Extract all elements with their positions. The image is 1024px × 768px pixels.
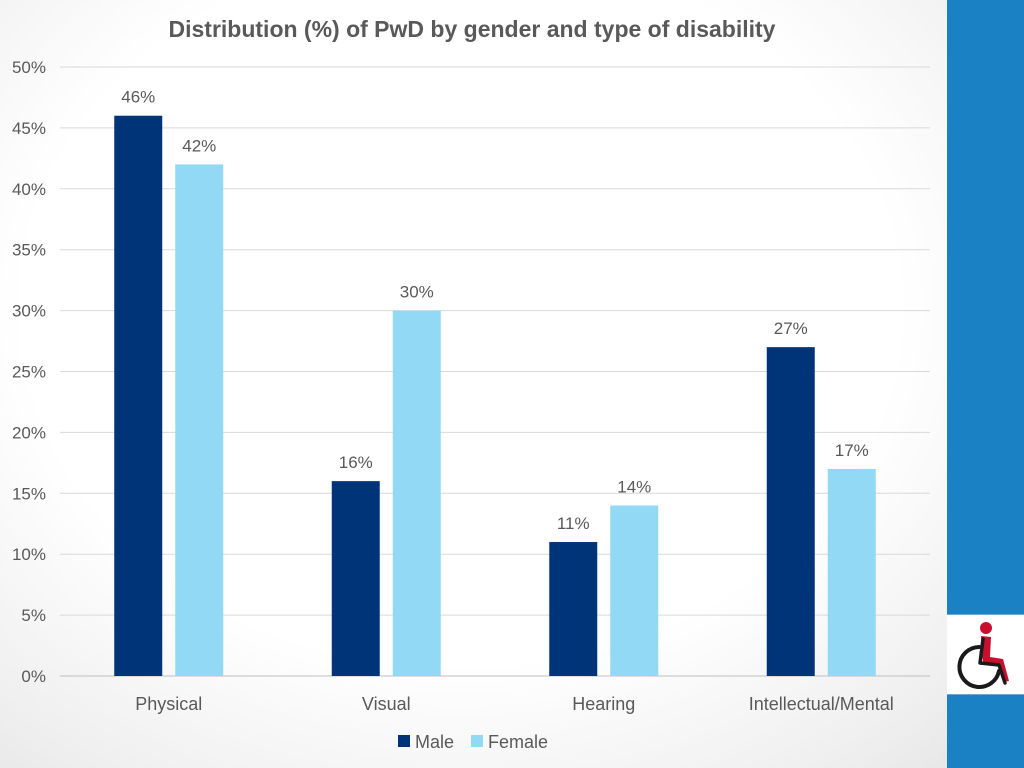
x-tick-label: Physical — [135, 694, 202, 714]
bar-male — [331, 481, 380, 676]
y-tick-label: 50% — [12, 58, 46, 77]
y-tick-label: 25% — [12, 363, 46, 382]
bar-male — [766, 347, 815, 676]
bar-female — [392, 310, 441, 676]
data-labels: 46% 42% 16% 30% 11% 14% 27% 17% — [121, 88, 869, 533]
y-tick-label: 40% — [12, 180, 46, 199]
chart-title: Distribution (%) of PwD by gender and ty… — [169, 16, 776, 42]
y-tick-label: 35% — [12, 241, 46, 260]
y-tick-label: 15% — [12, 484, 46, 503]
y-axis-tick-labels: 0% 5% 10% 15% 20% 25% 30% 35% 40% 45% 50% — [12, 58, 46, 686]
y-tick-label: 30% — [12, 302, 46, 321]
legend-label-male: Male — [415, 732, 454, 752]
logo-box — [947, 614, 1024, 695]
data-label: 27% — [774, 319, 808, 338]
data-label: 11% — [557, 514, 590, 533]
y-tick-label: 5% — [21, 606, 46, 625]
bar-female — [175, 164, 224, 676]
bars — [114, 115, 876, 677]
legend-swatch-male — [398, 735, 410, 747]
bar-male — [114, 115, 163, 677]
bar-female — [610, 505, 659, 676]
x-tick-label: Visual — [362, 694, 411, 714]
bar-chart: Distribution (%) of PwD by gender and ty… — [12, 16, 930, 752]
data-label: 30% — [400, 283, 434, 302]
y-tick-label: 0% — [21, 667, 46, 686]
bar-female — [827, 468, 876, 676]
y-tick-label: 20% — [12, 423, 46, 442]
legend-label-female: Female — [488, 732, 548, 752]
wheelchair-icon — [957, 622, 1009, 689]
data-label: 42% — [182, 136, 216, 155]
x-tick-label: Intellectual/Mental — [749, 694, 894, 714]
data-label: 14% — [617, 477, 651, 496]
bar-male — [549, 542, 598, 676]
x-tick-label: Hearing — [572, 694, 635, 714]
data-label: 16% — [339, 453, 373, 472]
legend: Male Female — [398, 732, 548, 752]
y-tick-label: 45% — [12, 119, 46, 138]
y-tick-label: 10% — [12, 545, 46, 564]
data-label: 46% — [121, 88, 155, 107]
legend-swatch-female — [471, 735, 483, 747]
data-label: 17% — [835, 441, 869, 460]
x-axis-tick-labels: Physical Visual Hearing Intellectual/Mental — [135, 694, 894, 714]
